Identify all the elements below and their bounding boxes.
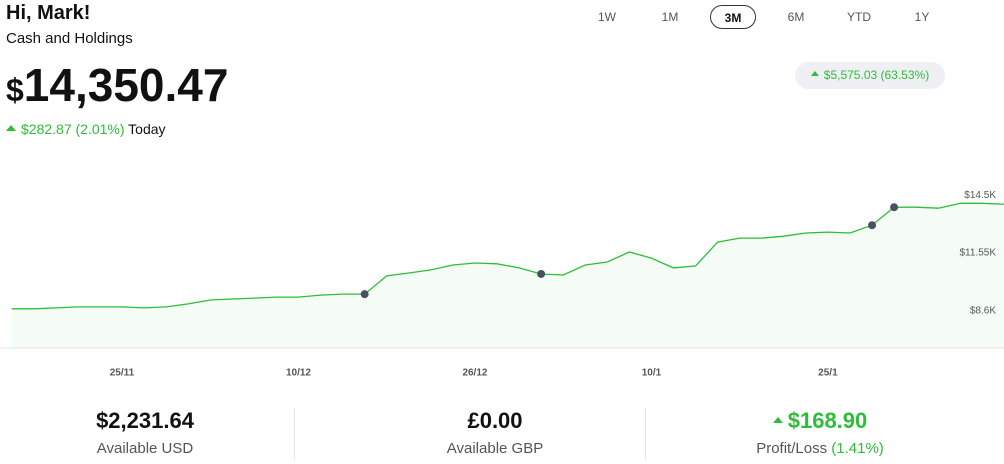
event-marker (890, 203, 899, 212)
area (11, 203, 1004, 348)
summary-label: Available USD (96, 440, 194, 457)
summary-value: £0.00 (467, 408, 523, 433)
today-change: $282.87 (2.01%) Today (6, 121, 166, 137)
x-tick-label: 10/12 (286, 368, 311, 379)
event-marker (537, 269, 546, 278)
profit-value: $168.90 (787, 408, 868, 433)
x-tick-label: 25/1 (818, 368, 838, 379)
y-tick-label: $11.55K (959, 248, 996, 259)
summary-value: $168.90 (675, 408, 965, 434)
range-button[interactable]: 1M (661, 10, 679, 24)
range-button[interactable]: 1Y (914, 10, 930, 24)
profit-pct: (1.41%) (831, 440, 884, 457)
balance: $14,350.47 (6, 58, 228, 112)
x-tick-label: 25/11 (110, 368, 135, 379)
greeting: Hi, Mark! (6, 2, 91, 24)
event-marker (360, 290, 369, 299)
subtitle: Cash and Holdings (6, 30, 133, 47)
period-change-value: $5,575.03 (63.53%) (823, 68, 930, 82)
range-button[interactable]: 6M (787, 10, 805, 24)
summary-card: $2,231.64 Available USD (0, 408, 290, 457)
profit-label: Profit/Loss (756, 440, 828, 457)
line (11, 202, 1004, 310)
change-value: $282.87 (2.01%) (21, 121, 125, 137)
chart: $8.6K $11.55K $14.5K 25/11 10/12 26/12 10/1 25/… (0, 190, 1004, 379)
summary-label: Available GBP (446, 440, 544, 457)
summary-card: £0.00 Available GBP (350, 408, 640, 457)
event-marker (868, 221, 877, 230)
separator (294, 408, 295, 460)
summary-card: $168.90 Profit/Loss (1.41%) (675, 408, 965, 457)
range-button[interactable]: 3M (710, 5, 756, 29)
amount: 14,350.47 (23, 59, 229, 111)
period-change: $5,575.03 (63.53%) (795, 62, 945, 89)
y-tick-label: $8.6K (970, 305, 996, 316)
x-tick-label: 26/12 (462, 368, 487, 379)
range-button[interactable]: YTD (847, 10, 871, 24)
summary-value: $2,231.64 (96, 408, 194, 433)
x-tick-label: 10/1 (642, 368, 662, 379)
today-label: Today (128, 121, 166, 137)
y-tick-label: $14.5K (964, 190, 996, 201)
separator (645, 408, 646, 460)
summary-label: Profit/Loss (1.41%) (675, 440, 965, 457)
range-button[interactable]: 1W (598, 10, 616, 24)
currency: $ (6, 72, 24, 108)
